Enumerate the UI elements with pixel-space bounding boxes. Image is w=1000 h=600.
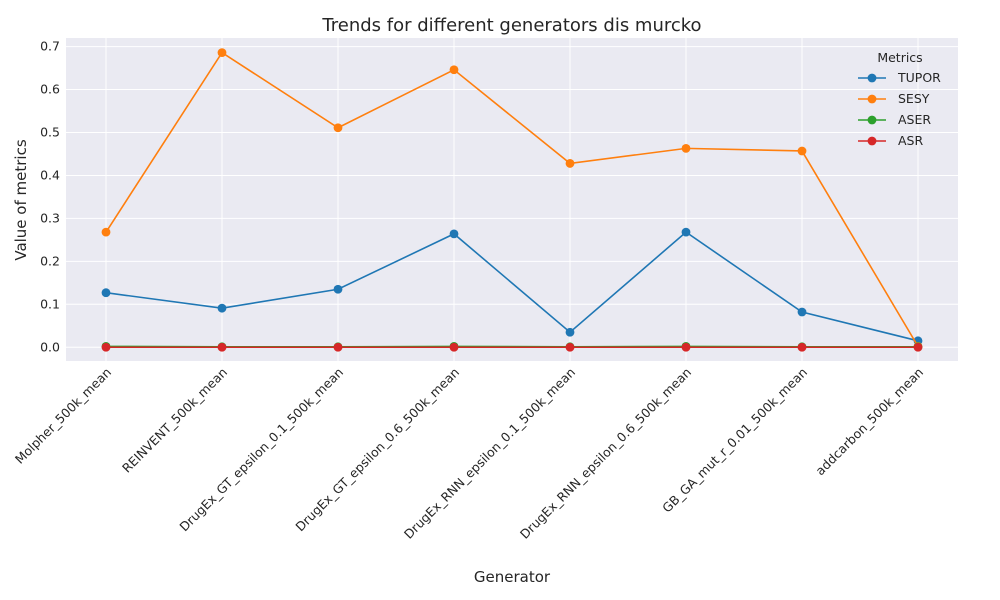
data-point <box>913 342 923 352</box>
data-point <box>333 284 343 294</box>
data-point <box>681 342 691 352</box>
legend-label: ASER <box>898 112 931 127</box>
series-line <box>105 231 919 342</box>
data-point <box>797 146 807 156</box>
data-point <box>565 342 575 352</box>
data-point <box>797 307 807 317</box>
data-point <box>449 229 459 239</box>
legend: Metrics TUPOR SESY ASER ASR <box>858 50 941 148</box>
data-point <box>565 159 575 168</box>
legend-label: TUPOR <box>897 70 941 85</box>
legend-item-aser: ASER <box>858 112 931 127</box>
y-axis-title: Value of metrics <box>12 139 30 260</box>
data-point <box>333 342 343 352</box>
y-tick-label: 0.0 <box>40 339 60 354</box>
y-tick-label: 0.6 <box>40 82 60 97</box>
legend-label: ASR <box>898 133 923 148</box>
chart-title: Trends for different generators dis murc… <box>321 15 701 36</box>
data-point <box>217 342 227 352</box>
data-point <box>449 342 459 352</box>
legend-marker <box>867 73 877 83</box>
data-point <box>681 227 691 237</box>
y-axis-ticks: 0.0 0.1 0.2 0.3 0.4 0.5 0.6 0.7 <box>40 39 60 355</box>
legend-marker <box>867 115 877 125</box>
legend-item-asr: ASR <box>858 133 923 148</box>
legend-item-tupor: TUPOR <box>858 70 941 85</box>
legend-marker <box>867 136 877 146</box>
y-tick-label: 0.7 <box>40 39 60 54</box>
data-point <box>101 342 111 352</box>
data-point <box>101 288 111 298</box>
legend-item-sesy: SESY <box>858 91 930 106</box>
y-tick-label: 0.1 <box>40 296 60 311</box>
data-point <box>217 303 227 313</box>
y-tick-label: 0.4 <box>40 167 60 182</box>
series-tupor <box>101 227 923 346</box>
x-axis-ticks: Molpher_500k_mean REINVENT_500k_meanDrugE… <box>12 365 926 542</box>
series-lines <box>101 48 923 352</box>
series-asr <box>101 342 923 352</box>
y-tick-label: 0.2 <box>40 253 60 268</box>
y-tick-label: 0.3 <box>40 210 60 225</box>
x-axis-title: Generator <box>474 568 551 586</box>
data-point <box>565 327 575 337</box>
data-point <box>101 227 111 237</box>
legend-label: SESY <box>898 91 930 106</box>
data-point <box>681 143 691 153</box>
data-point <box>797 342 807 352</box>
x-tick-label: Molpher_500k_mean <box>12 365 114 467</box>
x-tick-label: addcarbon_500k_mean <box>812 365 926 479</box>
grid <box>66 38 958 361</box>
data-point <box>217 48 227 58</box>
data-point <box>333 123 343 133</box>
legend-marker <box>867 94 877 104</box>
series-line <box>105 51 919 347</box>
data-point <box>449 65 459 75</box>
x-tick-label: REINVENT_500k_mean <box>119 365 230 476</box>
y-tick-label: 0.5 <box>40 124 60 139</box>
legend-title: Metrics <box>877 50 922 65</box>
